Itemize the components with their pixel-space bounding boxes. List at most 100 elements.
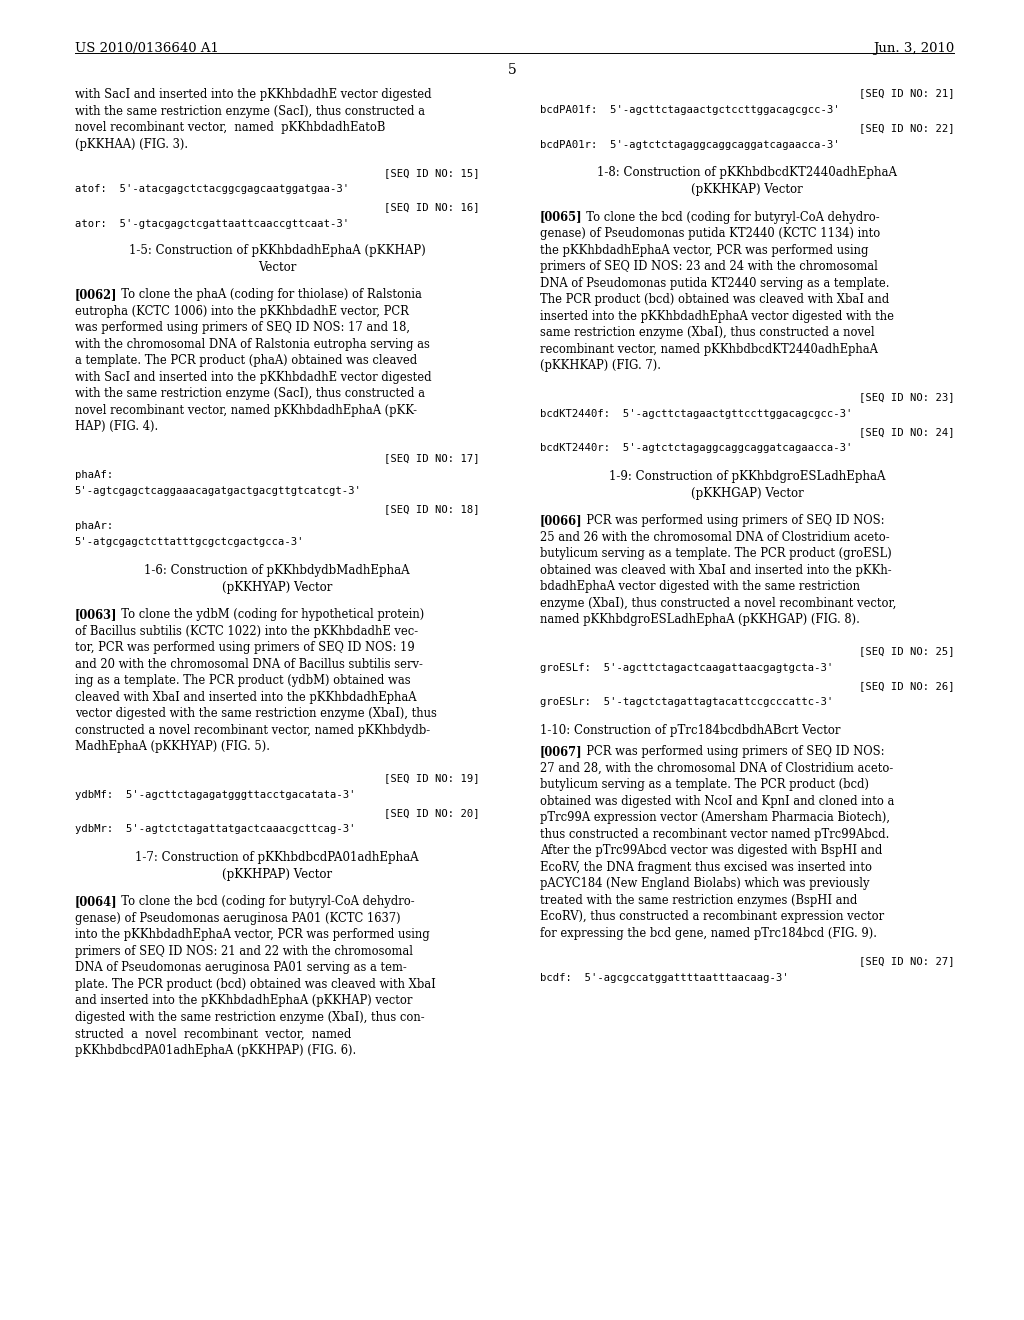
Text: cleaved with XbaI and inserted into the pKKhbdadhEphaA: cleaved with XbaI and inserted into the …: [75, 690, 416, 704]
Text: [0065]: [0065]: [540, 210, 583, 223]
Text: To clone the bcd (coding for butyryl-CoA dehydro-: To clone the bcd (coding for butyryl-CoA…: [579, 210, 880, 223]
Text: with the same restriction enzyme (SacI), thus constructed a: with the same restriction enzyme (SacI),…: [75, 387, 425, 400]
Text: novel recombinant vector,  named  pKKhbdadhEatoB: novel recombinant vector, named pKKhbdad…: [75, 121, 385, 135]
Text: ator:  5'-gtacgagctcgattaattcaaccgttcaat-3': ator: 5'-gtacgagctcgattaattcaaccgttcaat-…: [75, 219, 349, 228]
Text: HAP) (FIG. 4).: HAP) (FIG. 4).: [75, 420, 158, 433]
Text: [0063]: [0063]: [75, 609, 118, 622]
Text: same restriction enzyme (XbaI), thus constructed a novel: same restriction enzyme (XbaI), thus con…: [540, 326, 874, 339]
Text: bcdPA01r:  5'-agtctctagaggcaggcaggatcagaacca-3': bcdPA01r: 5'-agtctctagaggcaggcaggatcagaa…: [540, 140, 840, 149]
Text: [SEQ ID NO: 25]: [SEQ ID NO: 25]: [859, 645, 954, 656]
Text: Vector: Vector: [258, 261, 296, 273]
Text: 27 and 28, with the chromosomal DNA of Clostridium aceto-: 27 and 28, with the chromosomal DNA of C…: [540, 762, 893, 775]
Text: [0066]: [0066]: [540, 513, 583, 527]
Text: To clone the bcd (coding for butyryl-CoA dehydro-: To clone the bcd (coding for butyryl-CoA…: [114, 895, 415, 908]
Text: recombinant vector, named pKKhbdbcdKT2440adhEphaA: recombinant vector, named pKKhbdbcdKT244…: [540, 342, 878, 355]
Text: bcdf:  5'-agcgccatggattttaatttaacaag-3': bcdf: 5'-agcgccatggattttaatttaacaag-3': [540, 973, 788, 983]
Text: Jun. 3, 2010: Jun. 3, 2010: [873, 42, 954, 55]
Text: digested with the same restriction enzyme (XbaI), thus con-: digested with the same restriction enzym…: [75, 1011, 424, 1024]
Text: [SEQ ID NO: 21]: [SEQ ID NO: 21]: [859, 88, 954, 99]
Text: [SEQ ID NO: 26]: [SEQ ID NO: 26]: [859, 681, 954, 690]
Text: To clone the ydbM (coding for hypothetical protein): To clone the ydbM (coding for hypothetic…: [114, 609, 424, 622]
Text: [SEQ ID NO: 18]: [SEQ ID NO: 18]: [384, 504, 479, 515]
Text: genase) of Pseudomonas aeruginosa PA01 (KCTC 1637): genase) of Pseudomonas aeruginosa PA01 (…: [75, 912, 400, 925]
Text: tor, PCR was performed using primers of SEQ ID NOS: 19: tor, PCR was performed using primers of …: [75, 642, 415, 655]
Text: ydbMf:  5'-agcttctagagatgggttacctgacatata-3': ydbMf: 5'-agcttctagagatgggttacctgacatata…: [75, 789, 355, 800]
Text: bcdKT2440f:  5'-agcttctagaactgttccttggacagcgcc-3': bcdKT2440f: 5'-agcttctagaactgttccttggaca…: [540, 408, 852, 418]
Text: The PCR product (bcd) obtained was cleaved with XbaI and: The PCR product (bcd) obtained was cleav…: [540, 293, 889, 306]
Text: 5: 5: [508, 63, 516, 78]
Text: [SEQ ID NO: 17]: [SEQ ID NO: 17]: [384, 453, 479, 463]
Text: 1-10: Construction of pTrc184bcdbdhABcrt Vector: 1-10: Construction of pTrc184bcdbdhABcrt…: [540, 723, 840, 737]
Text: [SEQ ID NO: 24]: [SEQ ID NO: 24]: [859, 426, 954, 437]
Text: (pKKHKAP) Vector: (pKKHKAP) Vector: [691, 183, 803, 197]
Text: with the same restriction enzyme (SacI), thus constructed a: with the same restriction enzyme (SacI),…: [75, 104, 425, 117]
Text: primers of SEQ ID NOS: 23 and 24 with the chromosomal: primers of SEQ ID NOS: 23 and 24 with th…: [540, 260, 878, 273]
Text: named pKKhbdgroESLadhEphaA (pKKHGAP) (FIG. 8).: named pKKhbdgroESLadhEphaA (pKKHGAP) (FI…: [540, 612, 859, 626]
Text: phaAr:: phaAr:: [75, 520, 113, 531]
Text: pKKhbdbcdPA01adhEphaA (pKKHPAP) (FIG. 6).: pKKhbdbcdPA01adhEphaA (pKKHPAP) (FIG. 6)…: [75, 1044, 356, 1057]
Text: PCR was performed using primers of SEQ ID NOS:: PCR was performed using primers of SEQ I…: [579, 744, 884, 758]
Text: [SEQ ID NO: 16]: [SEQ ID NO: 16]: [384, 202, 479, 213]
Text: thus constructed a recombinant vector named pTrc99Abcd.: thus constructed a recombinant vector na…: [540, 828, 889, 841]
Text: of Bacillus subtilis (KCTC 1022) into the pKKhbdadhE vec-: of Bacillus subtilis (KCTC 1022) into th…: [75, 624, 418, 638]
Text: treated with the same restriction enzymes (BspHI and: treated with the same restriction enzyme…: [540, 894, 857, 907]
Text: 5'-agtcgagctcaggaaacagatgactgacgttgtcatcgt-3': 5'-agtcgagctcaggaaacagatgactgacgttgtcatc…: [75, 486, 361, 496]
Text: bcdPA01f:  5'-agcttctagaactgctccttggacagcgcc-3': bcdPA01f: 5'-agcttctagaactgctccttggacagc…: [540, 104, 840, 115]
Text: inserted into the pKKhbdadhEphaA vector digested with the: inserted into the pKKhbdadhEphaA vector …: [540, 309, 894, 322]
Text: ydbMr:  5'-agtctctagattatgactcaaacgcttcag-3': ydbMr: 5'-agtctctagattatgactcaaacgcttcag…: [75, 824, 355, 834]
Text: obtained was digested with NcoI and KpnI and cloned into a: obtained was digested with NcoI and KpnI…: [540, 795, 894, 808]
Text: genase) of Pseudomonas putida KT2440 (KCTC 1134) into: genase) of Pseudomonas putida KT2440 (KC…: [540, 227, 880, 240]
Text: (pKKHYAP) Vector: (pKKHYAP) Vector: [222, 581, 332, 594]
Text: EcoRV), thus constructed a recombinant expression vector: EcoRV), thus constructed a recombinant e…: [540, 909, 884, 923]
Text: with SacI and inserted into the pKKhbdadhE vector digested: with SacI and inserted into the pKKhbdad…: [75, 88, 431, 102]
Text: atof:  5'-atacgagctctacggcgagcaatggatgaa-3': atof: 5'-atacgagctctacggcgagcaatggatgaa-…: [75, 183, 349, 194]
Text: butylicum serving as a template. The PCR product (bcd): butylicum serving as a template. The PCR…: [540, 777, 868, 791]
Text: plate. The PCR product (bcd) obtained was cleaved with XbaI: plate. The PCR product (bcd) obtained wa…: [75, 978, 435, 991]
Text: EcoRV, the DNA fragment thus excised was inserted into: EcoRV, the DNA fragment thus excised was…: [540, 861, 871, 874]
Text: MadhEphaA (pKKHYAP) (FIG. 5).: MadhEphaA (pKKHYAP) (FIG. 5).: [75, 741, 269, 754]
Text: and inserted into the pKKhbdadhEphaA (pKKHAP) vector: and inserted into the pKKhbdadhEphaA (pK…: [75, 994, 412, 1007]
Text: (pKKHGAP) Vector: (pKKHGAP) Vector: [690, 487, 804, 500]
Text: [SEQ ID NO: 15]: [SEQ ID NO: 15]: [384, 168, 479, 178]
Text: 25 and 26 with the chromosomal DNA of Clostridium aceto-: 25 and 26 with the chromosomal DNA of Cl…: [540, 531, 889, 544]
Text: [SEQ ID NO: 19]: [SEQ ID NO: 19]: [384, 774, 479, 783]
Text: for expressing the bcd gene, named pTrc184bcd (FIG. 9).: for expressing the bcd gene, named pTrc1…: [540, 927, 877, 940]
Text: pACYC184 (New England Biolabs) which was previously: pACYC184 (New England Biolabs) which was…: [540, 876, 869, 890]
Text: bcdKT2440r:  5'-agtctctagaggcaggcaggatcagaacca-3': bcdKT2440r: 5'-agtctctagaggcaggcaggatcag…: [540, 444, 852, 453]
Text: eutropha (KCTC 1006) into the pKKhbdadhE vector, PCR: eutropha (KCTC 1006) into the pKKhbdadhE…: [75, 305, 409, 318]
Text: [SEQ ID NO: 27]: [SEQ ID NO: 27]: [859, 956, 954, 966]
Text: butylicum serving as a template. The PCR product (groESL): butylicum serving as a template. The PCR…: [540, 546, 892, 560]
Text: DNA of Pseudomonas putida KT2440 serving as a template.: DNA of Pseudomonas putida KT2440 serving…: [540, 276, 889, 289]
Text: groESLf:  5'-agcttctagactcaagattaacgagtgcta-3': groESLf: 5'-agcttctagactcaagattaacgagtgc…: [540, 663, 833, 673]
Text: novel recombinant vector, named pKKhbdadhEphaA (pKK-: novel recombinant vector, named pKKhbdad…: [75, 404, 417, 417]
Text: with SacI and inserted into the pKKhbdadhE vector digested: with SacI and inserted into the pKKhbdad…: [75, 371, 431, 384]
Text: vector digested with the same restriction enzyme (XbaI), thus: vector digested with the same restrictio…: [75, 708, 436, 721]
Text: bdadhEphaA vector digested with the same restriction: bdadhEphaA vector digested with the same…: [540, 579, 860, 593]
Text: was performed using primers of SEQ ID NOS: 17 and 18,: was performed using primers of SEQ ID NO…: [75, 321, 410, 334]
Text: 1-5: Construction of pKKhbdadhEphaA (pKKHAP): 1-5: Construction of pKKhbdadhEphaA (pKK…: [129, 243, 425, 256]
Text: [0067]: [0067]: [540, 744, 583, 758]
Text: the pKKhbdadhEphaA vector, PCR was performed using: the pKKhbdadhEphaA vector, PCR was perfo…: [540, 243, 868, 256]
Text: To clone the phaA (coding for thiolase) of Ralstonia: To clone the phaA (coding for thiolase) …: [114, 288, 422, 301]
Text: constructed a novel recombinant vector, named pKKhbdydb-: constructed a novel recombinant vector, …: [75, 723, 430, 737]
Text: [0062]: [0062]: [75, 288, 118, 301]
Text: pTrc99A expression vector (Amersham Pharmacia Biotech),: pTrc99A expression vector (Amersham Phar…: [540, 810, 890, 824]
Text: 1-8: Construction of pKKhbdbcdKT2440adhEphaA: 1-8: Construction of pKKhbdbcdKT2440adhE…: [597, 166, 897, 180]
Text: US 2010/0136640 A1: US 2010/0136640 A1: [75, 42, 219, 55]
Text: DNA of Pseudomonas aeruginosa PA01 serving as a tem-: DNA of Pseudomonas aeruginosa PA01 servi…: [75, 961, 407, 974]
Text: [SEQ ID NO: 20]: [SEQ ID NO: 20]: [384, 808, 479, 818]
Text: PCR was performed using primers of SEQ ID NOS:: PCR was performed using primers of SEQ I…: [579, 513, 884, 527]
Text: 1-7: Construction of pKKhbdbcdPA01adhEphaA: 1-7: Construction of pKKhbdbcdPA01adhEph…: [135, 850, 419, 863]
Text: (pKKHKAP) (FIG. 7).: (pKKHKAP) (FIG. 7).: [540, 359, 660, 372]
Text: structed  a  novel  recombinant  vector,  named: structed a novel recombinant vector, nam…: [75, 1027, 351, 1040]
Text: and 20 with the chromosomal DNA of Bacillus subtilis serv-: and 20 with the chromosomal DNA of Bacil…: [75, 657, 423, 671]
Text: phaAf:: phaAf:: [75, 470, 113, 479]
Text: groESLr:  5'-tagctctagattagtacattccgcccattc-3': groESLr: 5'-tagctctagattagtacattccgcccat…: [540, 697, 833, 708]
Text: a template. The PCR product (phaA) obtained was cleaved: a template. The PCR product (phaA) obtai…: [75, 354, 417, 367]
Text: [SEQ ID NO: 23]: [SEQ ID NO: 23]: [859, 392, 954, 403]
Text: (pKKHPAP) Vector: (pKKHPAP) Vector: [222, 869, 332, 880]
Text: primers of SEQ ID NOS: 21 and 22 with the chromosomal: primers of SEQ ID NOS: 21 and 22 with th…: [75, 945, 413, 958]
Text: 1-6: Construction of pKKhbdydbMadhEphaA: 1-6: Construction of pKKhbdydbMadhEphaA: [144, 564, 410, 577]
Text: After the pTrc99Abcd vector was digested with BspHI and: After the pTrc99Abcd vector was digested…: [540, 843, 882, 857]
Text: [0064]: [0064]: [75, 895, 118, 908]
